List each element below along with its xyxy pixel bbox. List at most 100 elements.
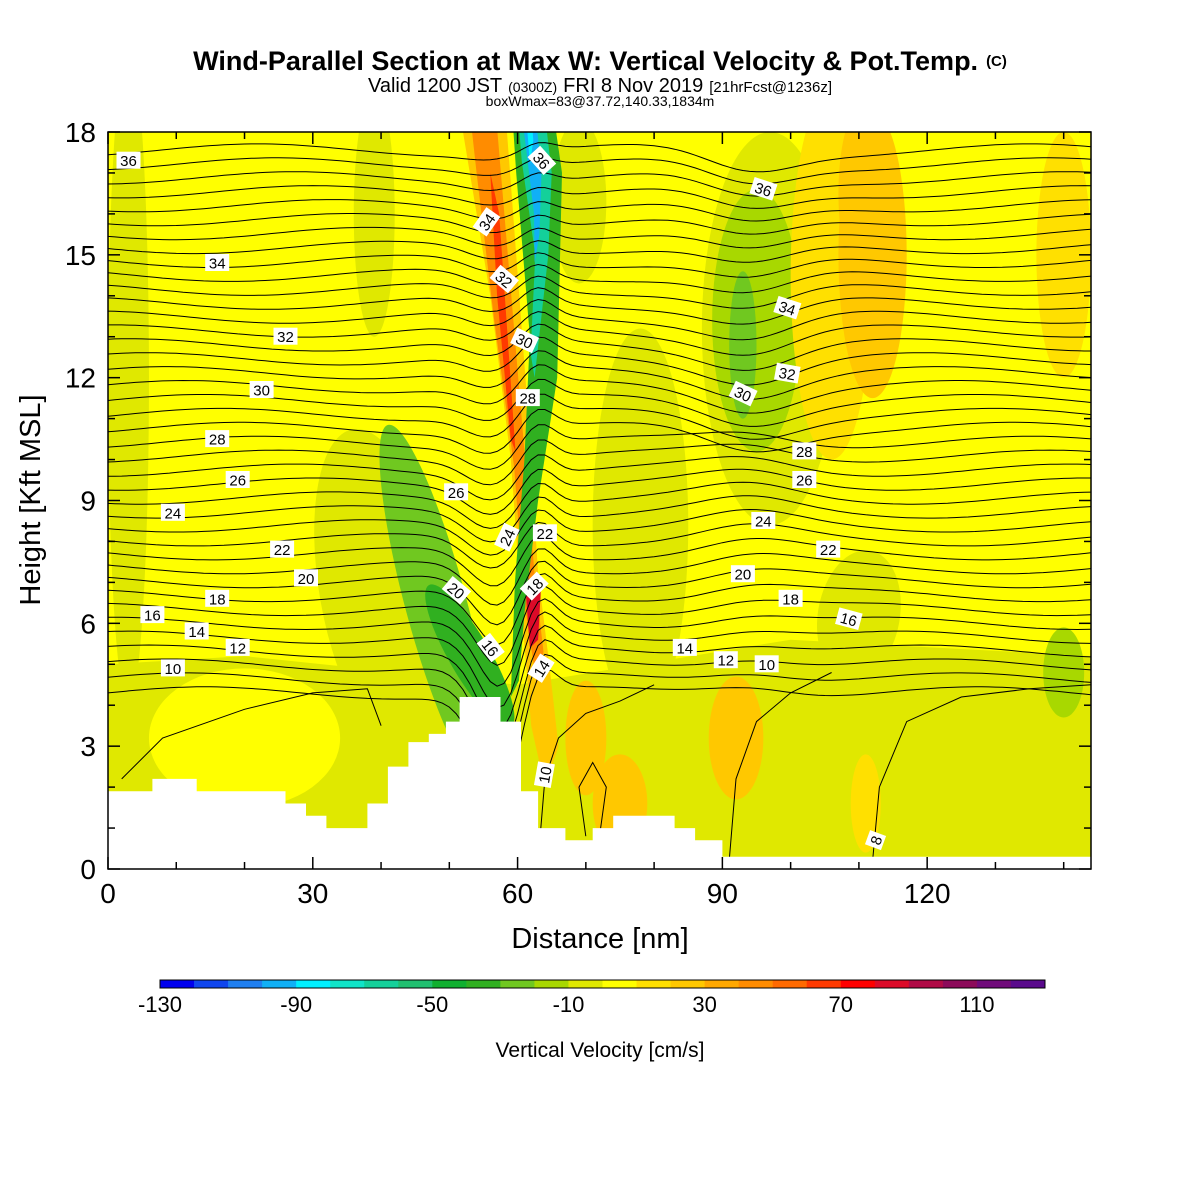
svg-text:34: 34 <box>776 298 797 319</box>
colorbar-swatch <box>874 980 910 988</box>
contour-label: 10 <box>533 761 556 789</box>
y-tick-label: 9 <box>80 486 96 517</box>
colorbar-swatch <box>500 980 535 988</box>
contour-label: 32 <box>773 362 801 384</box>
contour-label: 30 <box>249 381 274 400</box>
theta-contour <box>108 171 1091 197</box>
y-tick-label: 0 <box>80 854 96 885</box>
svg-text:34: 34 <box>476 211 499 234</box>
downdraft-cyan-core <box>527 132 534 165</box>
theta-contour <box>108 263 1091 294</box>
mid-yellowgreen-2 <box>592 328 689 722</box>
colorbar-swatch <box>738 980 774 988</box>
theta-contour <box>108 454 1091 501</box>
x-tick-label: 30 <box>297 878 328 909</box>
svg-text:22: 22 <box>274 542 291 559</box>
svg-text:26: 26 <box>448 485 465 502</box>
colorbar-swatch <box>534 980 569 988</box>
svg-text:30: 30 <box>253 383 270 400</box>
colorbar-tick-label: 30 <box>692 992 716 1017</box>
svg-text:28: 28 <box>209 432 226 449</box>
contour-label: 30 <box>728 380 758 407</box>
contour-label: 32 <box>273 327 298 346</box>
colorbar-swatch <box>466 980 501 988</box>
colorbar-swatch <box>160 980 195 988</box>
svg-text:26: 26 <box>796 473 813 490</box>
svg-text:22: 22 <box>820 542 837 559</box>
orange-low-right <box>708 676 764 800</box>
orange-right-core <box>838 132 880 276</box>
svg-text:36: 36 <box>752 180 773 201</box>
svg-text:24: 24 <box>497 527 519 549</box>
green-upper-center <box>551 132 607 284</box>
downdraft-green <box>510 132 562 697</box>
theta-contour <box>108 157 1091 185</box>
theta-contour <box>108 336 1091 386</box>
theta-contour <box>108 481 1091 529</box>
contour-label: 12 <box>225 638 250 657</box>
svg-text:14: 14 <box>676 640 693 657</box>
chart-title: Wind-Parallel Section at Max W: Vertical… <box>193 46 1007 76</box>
y-tick-label: 12 <box>65 363 96 394</box>
svg-text:18: 18 <box>782 591 799 608</box>
theta-contour <box>108 199 1091 222</box>
svg-text:24: 24 <box>165 505 182 522</box>
low-yellow <box>148 668 341 808</box>
colorbar-swatch <box>908 980 944 988</box>
updraft-red-upper <box>490 172 516 452</box>
contour-label: 18 <box>205 589 230 608</box>
theta-contour <box>108 252 1091 278</box>
colorbar: -130 -90 -50 -10 30 70 110 <box>138 979 1046 1017</box>
contour-label: 14 <box>672 638 697 657</box>
contour-label: 14 <box>527 653 555 683</box>
theta-contour <box>108 287 1091 325</box>
orange-low-center-2 <box>565 680 607 796</box>
x-tick-label: 120 <box>904 878 951 909</box>
contour-label: 24 <box>160 503 185 522</box>
contour-label: 34 <box>472 207 501 237</box>
contour-label: 32 <box>489 264 519 294</box>
contour-label: 20 <box>441 575 472 605</box>
contour-label: 26 <box>792 471 817 490</box>
colorbar-swatch <box>636 980 671 988</box>
svg-text:36: 36 <box>120 153 137 170</box>
colorbar-swatch <box>976 980 1012 988</box>
theta-contour-low <box>537 684 655 861</box>
theta-contour <box>108 439 1091 486</box>
theta-contour <box>108 624 1091 731</box>
contour-label: 18 <box>519 571 549 601</box>
contour-label: 36 <box>527 145 557 175</box>
contour-label: 20 <box>730 565 755 584</box>
contour-label: 10 <box>160 659 185 678</box>
theta-contour-low <box>872 684 1091 861</box>
svg-text:12: 12 <box>717 653 734 670</box>
theta-contour <box>108 275 1091 309</box>
theta-contour <box>108 495 1091 543</box>
theta-contour <box>108 585 1091 666</box>
svg-text:20: 20 <box>298 571 315 588</box>
svg-text:10: 10 <box>758 657 775 674</box>
theta-contour <box>108 598 1091 687</box>
svg-text:20: 20 <box>735 567 752 584</box>
theta-contour <box>108 213 1091 235</box>
contour-label: 34 <box>773 295 802 320</box>
theta-contour <box>108 323 1091 371</box>
contour-label: 30 <box>510 327 540 354</box>
colorbar-label: Vertical Velocity [cm/s] <box>496 1039 705 1062</box>
colorbar-swatch <box>806 980 842 988</box>
contour-label: 10 <box>754 655 779 674</box>
svg-text:14: 14 <box>188 624 205 641</box>
theta-contour <box>108 548 1091 606</box>
svg-text:16: 16 <box>838 610 859 631</box>
orange-edge-right <box>1036 132 1091 378</box>
contour-label: 18 <box>778 589 803 608</box>
colorbar-tick-label: -50 <box>416 992 448 1017</box>
theta-contour <box>108 185 1091 209</box>
theta-contour <box>108 560 1091 626</box>
theta-contour <box>108 508 1091 556</box>
colorbar-swatch <box>840 980 876 988</box>
colorbar-swatch <box>296 980 331 988</box>
contour-label: 26 <box>225 471 250 490</box>
